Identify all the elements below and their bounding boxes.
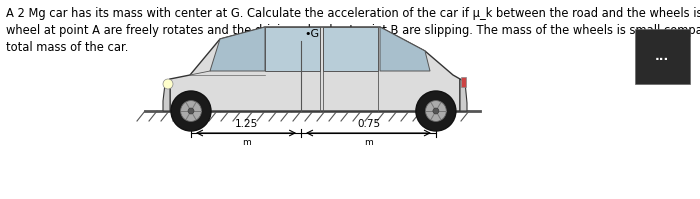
Circle shape [181, 101, 202, 121]
Circle shape [416, 91, 456, 131]
Text: A 2 Mg car has its mass with center at G. Calculate the acceleration of the car : A 2 Mg car has its mass with center at G… [6, 7, 700, 20]
Polygon shape [163, 79, 170, 111]
Circle shape [171, 91, 211, 131]
Circle shape [426, 101, 447, 121]
Text: 0.75: 0.75 [357, 119, 380, 129]
Text: •G: •G [304, 29, 319, 39]
Circle shape [163, 79, 173, 89]
Polygon shape [460, 79, 467, 111]
Text: 0.3m: 0.3m [243, 91, 270, 101]
FancyBboxPatch shape [461, 77, 466, 87]
Polygon shape [210, 27, 265, 71]
Text: B: B [441, 95, 449, 108]
FancyBboxPatch shape [635, 29, 690, 84]
Text: ...: ... [655, 51, 669, 63]
Text: total mass of the car.: total mass of the car. [6, 41, 128, 54]
Circle shape [188, 108, 194, 114]
Polygon shape [170, 27, 460, 111]
Polygon shape [323, 27, 378, 71]
Polygon shape [380, 27, 430, 71]
Text: wheel at point A are freely rotates and the driving wheels at point B are slippi: wheel at point A are freely rotates and … [6, 24, 700, 37]
Text: m: m [241, 138, 251, 147]
Text: 1.25: 1.25 [234, 119, 258, 129]
Circle shape [433, 108, 439, 114]
Polygon shape [265, 27, 320, 71]
Text: A: A [169, 95, 177, 108]
Text: m: m [364, 138, 373, 147]
